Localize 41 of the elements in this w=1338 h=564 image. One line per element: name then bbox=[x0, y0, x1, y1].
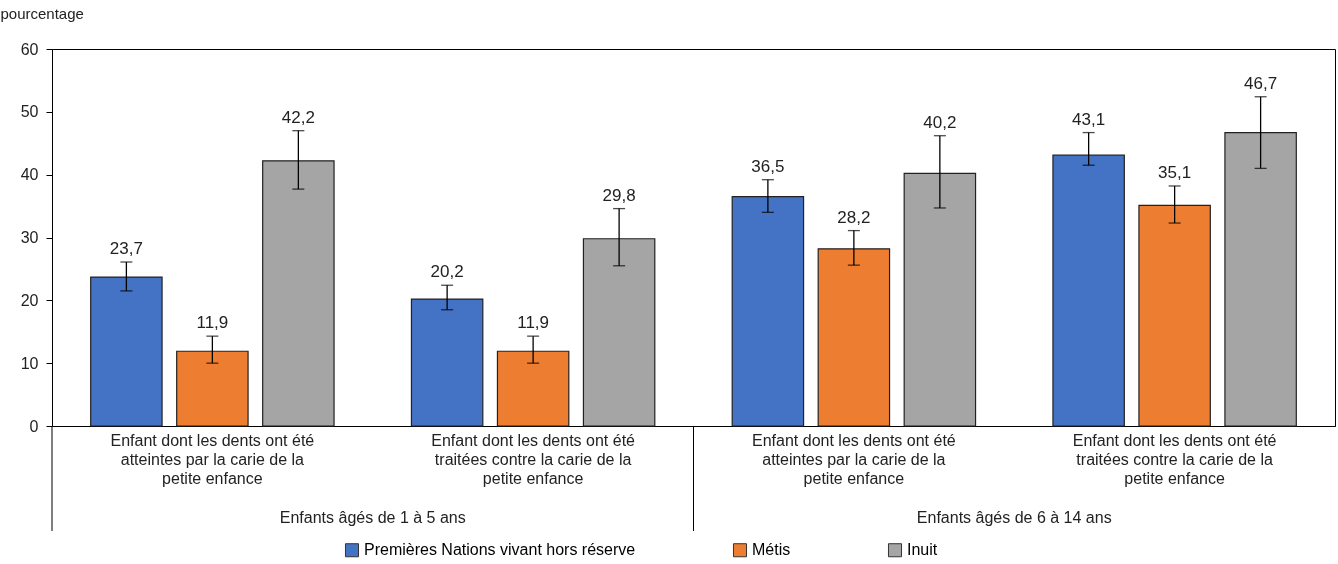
bar bbox=[1138, 204, 1211, 427]
text: Enfants âgés de 1 à 5 ans bbox=[279, 509, 466, 526]
bar bbox=[903, 172, 977, 427]
bar bbox=[1224, 131, 1297, 427]
x-tick-label: Enfant dont les dents ont été atteintes par la carie de la petite enfance bbox=[110, 431, 315, 487]
bar bbox=[496, 350, 570, 427]
bar bbox=[817, 248, 891, 427]
y-tick-label: 10 bbox=[20, 354, 39, 372]
data-label: 43,1 bbox=[1072, 109, 1106, 129]
data-label: 42,2 bbox=[281, 107, 315, 127]
data-label: 36,5 bbox=[751, 156, 785, 176]
bar bbox=[731, 196, 805, 427]
legend-label: Métis bbox=[752, 541, 791, 559]
y-axis-title: pourcentage bbox=[0, 4, 84, 22]
data-label: 40,2 bbox=[923, 112, 957, 132]
bar bbox=[90, 276, 163, 427]
data-label: 28,2 bbox=[837, 207, 871, 227]
x-tick-label: Enfant dont les dents ont été atteintes par la carie de la petite enfance bbox=[752, 431, 956, 487]
y-tick-label: 40 bbox=[20, 166, 39, 184]
x-tick-label: Enfant dont les dents ont été traitées contre la carie de la petite enfance bbox=[431, 431, 636, 487]
y-tick-label: 30 bbox=[20, 229, 39, 246]
data-label: 11,9 bbox=[517, 313, 550, 333]
y-tick-label: 60 bbox=[20, 40, 39, 58]
text: Enfants âgés de 6 à 14 ans bbox=[916, 509, 1112, 526]
data-label: 46,7 bbox=[1244, 73, 1278, 93]
data-label: 23,7 bbox=[109, 239, 143, 259]
legend-label: Inuit bbox=[907, 541, 938, 559]
x-tick-label: Enfant dont les dents ont été traitées contre la carie de la petite enfance bbox=[1072, 431, 1277, 487]
bar bbox=[176, 350, 249, 427]
y-tick-label: 20 bbox=[20, 291, 39, 309]
bar bbox=[410, 298, 484, 427]
y-tick-label: 0 bbox=[29, 417, 39, 435]
legend-label: Premières Nations vivant hors réserve bbox=[364, 541, 636, 559]
y-tick-label: 50 bbox=[20, 103, 39, 121]
data-label: 29,8 bbox=[602, 185, 636, 205]
data-label: 11,9 bbox=[196, 313, 229, 333]
bar bbox=[1052, 154, 1125, 427]
bar bbox=[582, 238, 656, 427]
data-label: 35,1 bbox=[1158, 162, 1192, 182]
bar bbox=[262, 160, 335, 427]
data-label: 20,2 bbox=[430, 262, 464, 282]
